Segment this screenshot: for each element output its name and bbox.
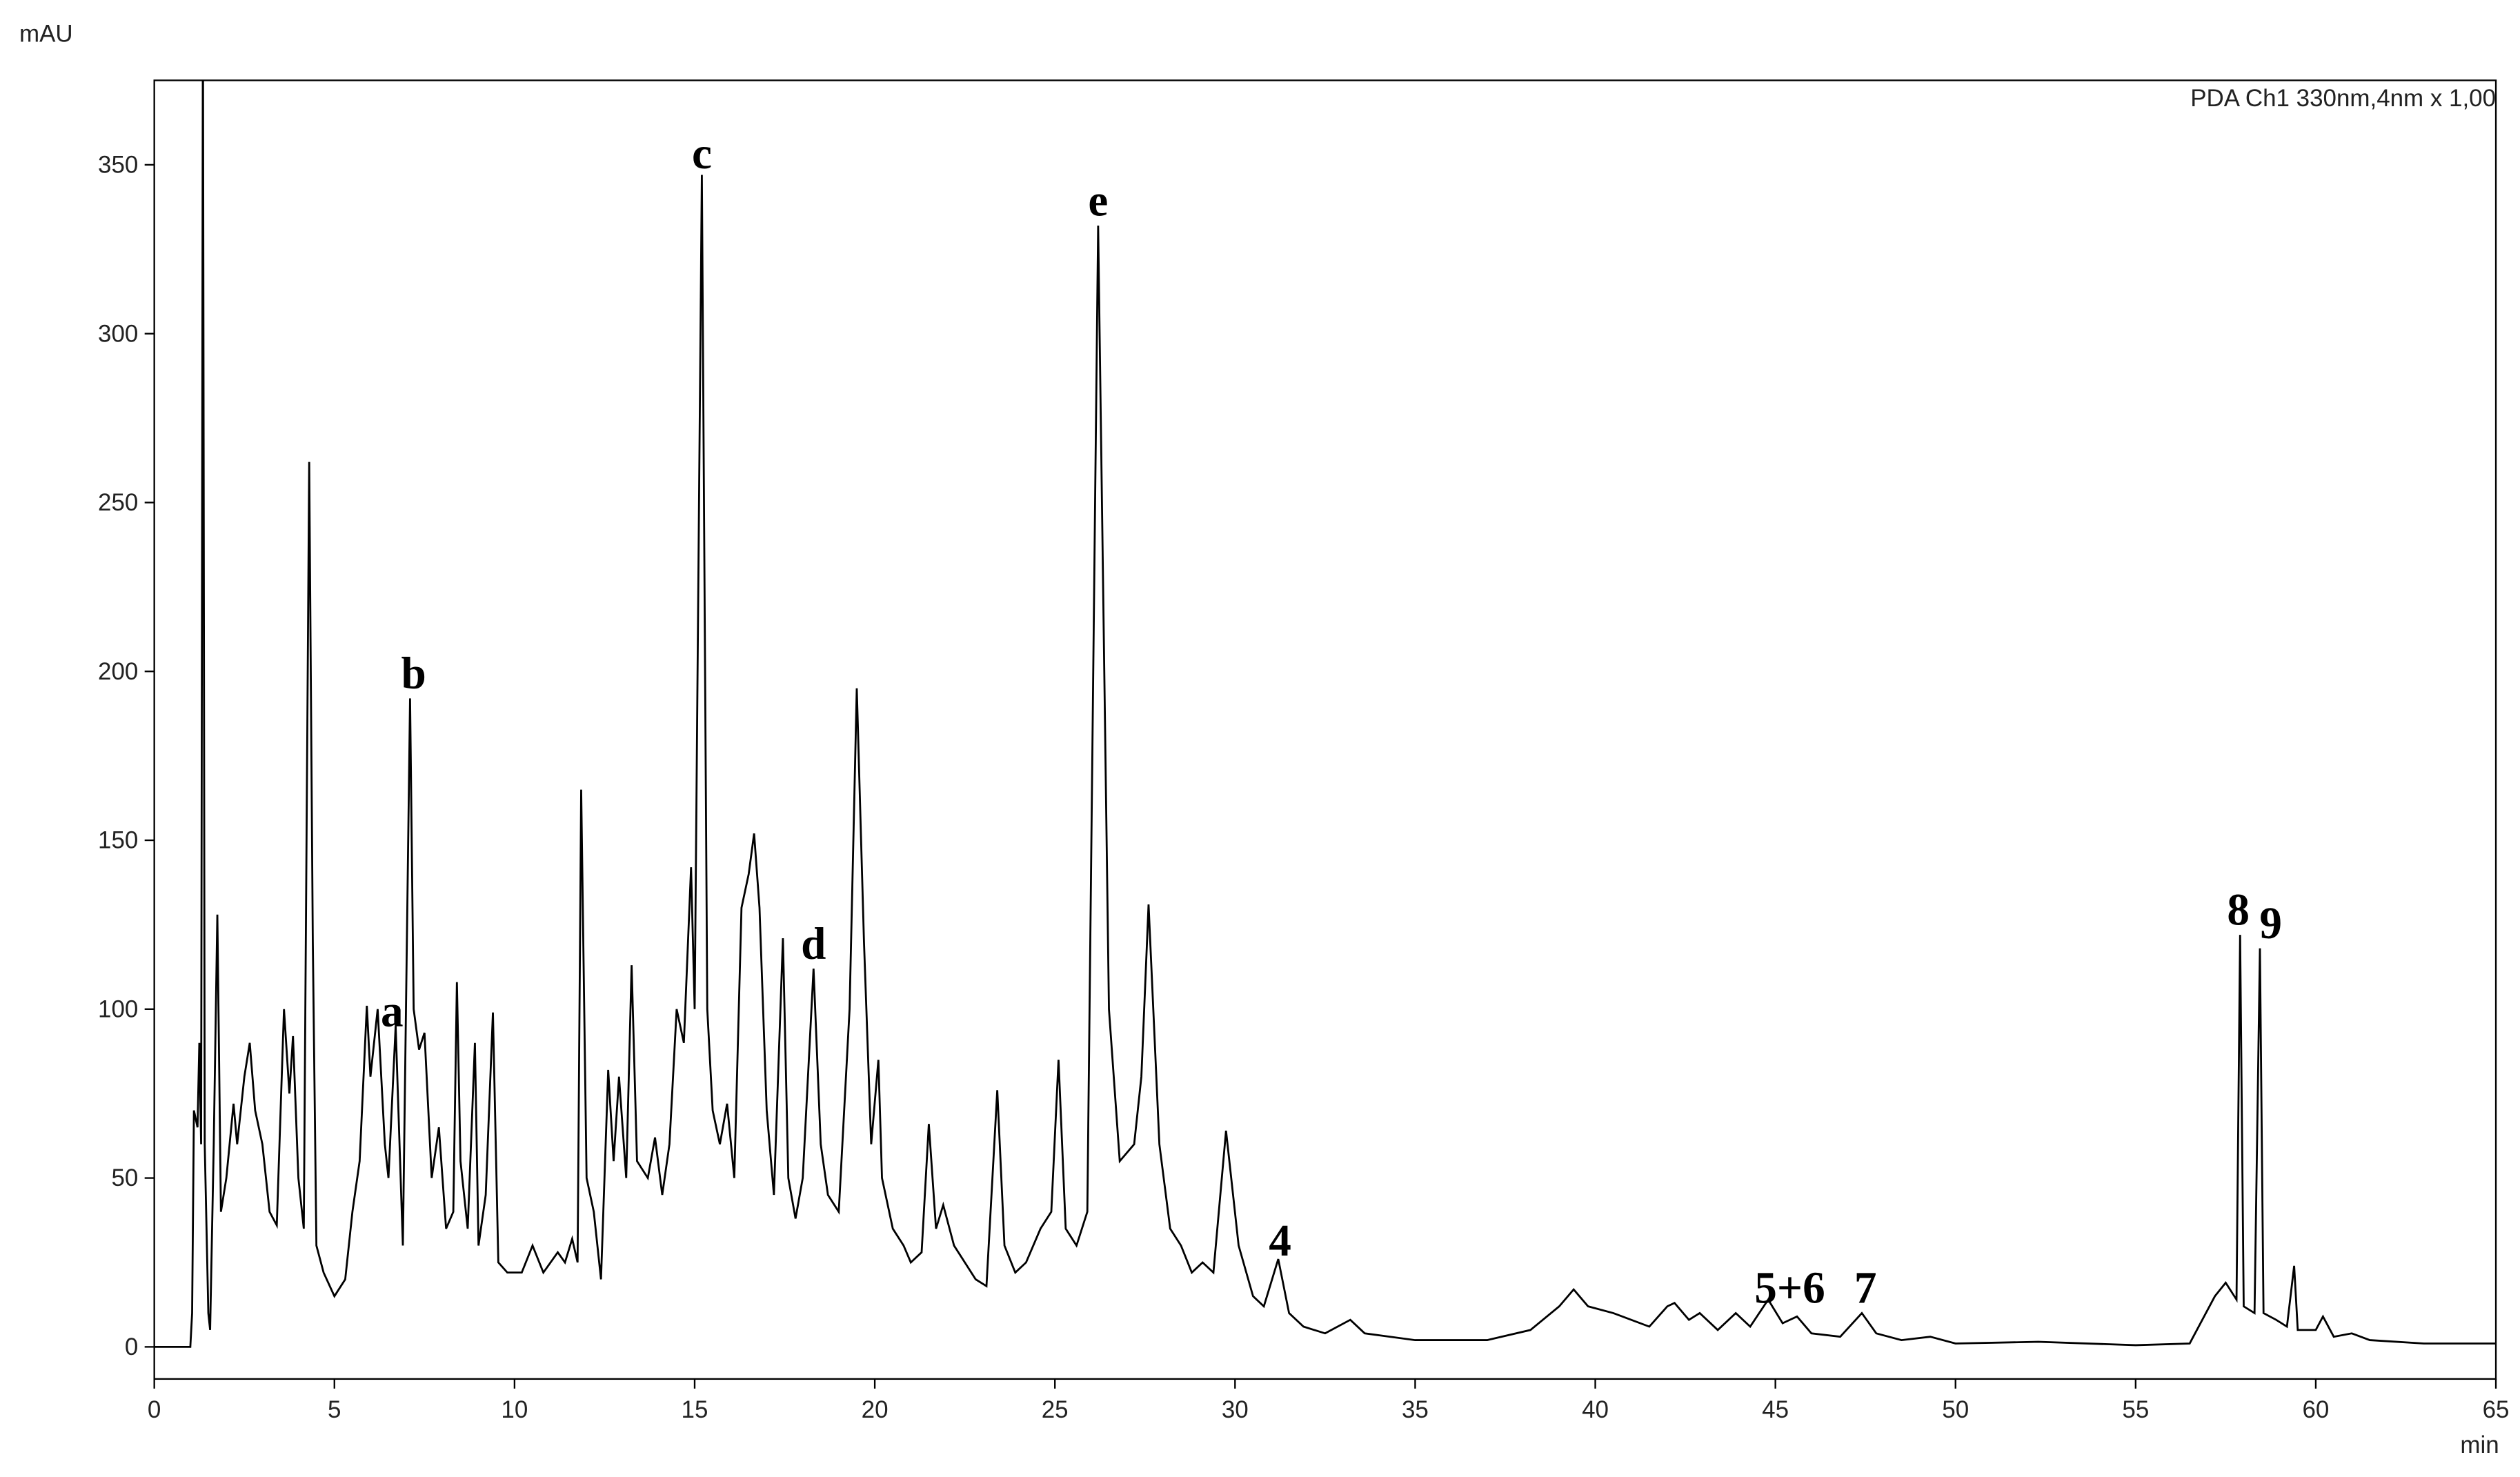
y-tick-label: 350 bbox=[98, 152, 138, 179]
x-tick-label: 30 bbox=[1222, 1396, 1249, 1423]
channel-label: PDA Ch1 330nm,4nm x 1,00 bbox=[2190, 85, 2496, 112]
y-axis-label: mAU bbox=[19, 21, 73, 48]
y-tick-label: 50 bbox=[111, 1164, 138, 1191]
x-tick-label: 10 bbox=[501, 1396, 528, 1423]
plot-frame bbox=[153, 79, 2497, 1380]
x-tick-label: 55 bbox=[2122, 1396, 2149, 1423]
peak-label: 8 bbox=[2227, 885, 2250, 935]
trace bbox=[154, 80, 2497, 1348]
x-tick-label: 60 bbox=[2303, 1396, 2330, 1423]
peak-label: 9 bbox=[2259, 899, 2282, 949]
peak-label: 4 bbox=[1269, 1216, 1291, 1266]
y-tick-label: 0 bbox=[125, 1334, 138, 1360]
x-tick-label: 45 bbox=[1762, 1396, 1789, 1423]
y-tick-label: 150 bbox=[98, 827, 138, 854]
x-axis-label: min bbox=[2460, 1431, 2499, 1458]
peak-label: b bbox=[401, 649, 426, 699]
y-tick-label: 100 bbox=[98, 995, 138, 1022]
peak-label: e bbox=[1088, 176, 1108, 226]
x-tick-label: 35 bbox=[1402, 1396, 1429, 1423]
peak-label: a bbox=[381, 987, 404, 1036]
x-tick-label: 5 bbox=[328, 1396, 341, 1423]
x-tick-label: 0 bbox=[148, 1396, 161, 1423]
y-tick-label: 200 bbox=[98, 658, 138, 685]
y-tick-label: 250 bbox=[98, 489, 138, 516]
x-tick-label: 50 bbox=[1942, 1396, 1969, 1423]
x-tick-label: 65 bbox=[2483, 1396, 2510, 1423]
peak-label: d bbox=[801, 919, 826, 969]
peak-label: 5+6 bbox=[1754, 1264, 1825, 1314]
peak-label: 7 bbox=[1854, 1264, 1877, 1314]
x-tick-label: 15 bbox=[682, 1396, 708, 1423]
x-tick-label: 25 bbox=[1042, 1396, 1069, 1423]
x-tick-label: 20 bbox=[862, 1396, 889, 1423]
peak-label: c bbox=[692, 129, 712, 179]
y-tick-label: 300 bbox=[98, 320, 138, 347]
x-tick-label: 40 bbox=[1582, 1396, 1609, 1423]
